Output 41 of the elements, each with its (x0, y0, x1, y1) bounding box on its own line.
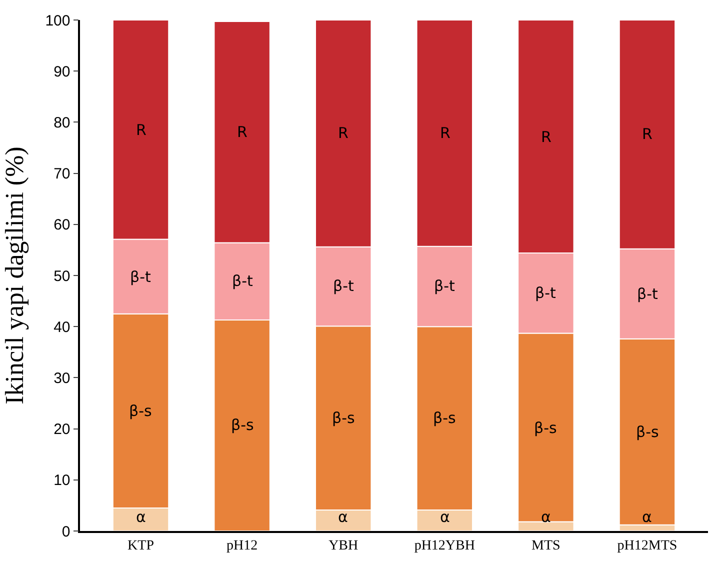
x-tick-label: pH12 (226, 538, 258, 554)
y-tick-label: 80 (54, 114, 70, 132)
series-label: α (136, 508, 146, 526)
y-tick-label: 60 (54, 216, 70, 234)
text: β-t (434, 277, 455, 295)
x-tick-label: pH12MTS (617, 538, 678, 554)
y-tick-label: 70 (54, 166, 70, 183)
y-tick-label: 0 (62, 523, 70, 540)
series-label: R (440, 124, 450, 142)
text: R (338, 124, 348, 142)
text: β-t (333, 277, 354, 295)
text: α (642, 508, 652, 526)
series-label: β-t (535, 284, 556, 302)
text: α (338, 508, 348, 526)
text: R (642, 125, 652, 143)
x-tick-label: MTS (532, 538, 560, 554)
text: R (541, 128, 552, 146)
text: β-s (433, 409, 456, 427)
y-tick-label: 50 (54, 268, 70, 285)
y-tick-label: 30 (54, 370, 70, 387)
text: β-s (636, 423, 659, 441)
text: β-t (637, 285, 658, 303)
text: α (440, 508, 450, 526)
text: R (237, 123, 248, 141)
y-tick-label: 20 (54, 421, 70, 438)
y-tick-label: 40 (54, 318, 70, 336)
x-tick-label: YBH (328, 538, 358, 554)
y-axis-title: Ikincil yapi dagilimi (%) (0, 146, 29, 404)
text: β-s (332, 409, 355, 427)
text: α (541, 508, 551, 526)
text: β-s (129, 402, 152, 420)
y-tick-label: 90 (54, 63, 70, 80)
x-tick-label: KTP (128, 538, 154, 554)
series-label: β-s (534, 419, 557, 437)
y-tick-label: 100 (45, 12, 70, 30)
text: β-t (130, 268, 151, 286)
text: R (136, 121, 146, 139)
x-tick-label: pH12YBH (414, 538, 475, 554)
text: β-t (232, 272, 253, 290)
text: β-s (231, 416, 254, 434)
y-tick-label: 10 (54, 472, 70, 490)
